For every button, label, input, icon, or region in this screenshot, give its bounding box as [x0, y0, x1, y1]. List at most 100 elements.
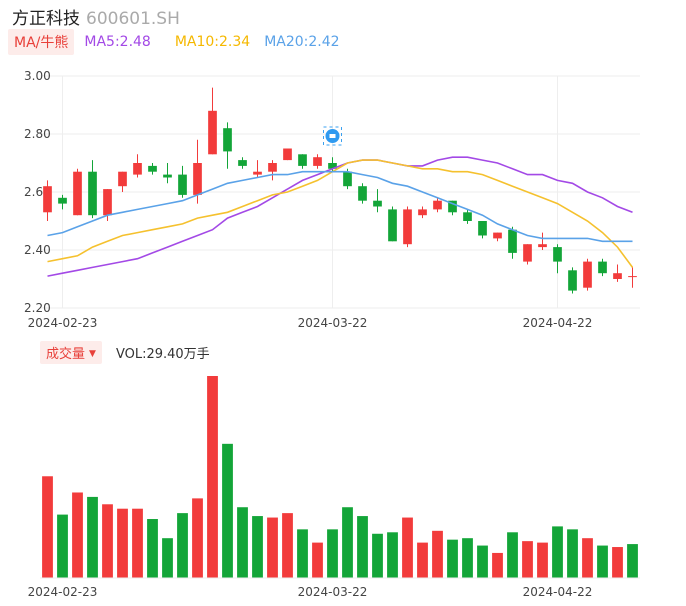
x-tick-label: 2024-02-23 — [28, 316, 98, 330]
y-tick-label: 2.40 — [24, 243, 51, 257]
volume-x-tick-label: 2024-02-23 — [28, 585, 98, 599]
volume-bar — [42, 476, 53, 578]
ma5-label: MA5:2.48 — [84, 34, 151, 50]
ma20-line — [47, 170, 633, 243]
candle-body — [463, 212, 472, 221]
volume-bar — [507, 532, 518, 578]
volume-bar — [282, 513, 293, 578]
volume-bar — [72, 492, 83, 578]
volume-bar — [387, 532, 398, 578]
volume-selector-button[interactable]: 成交量 ▼ — [40, 340, 102, 364]
info-bubble-frame — [323, 126, 342, 146]
volume-legend: 成交量 ▼ VOL:29.40万手 — [40, 340, 210, 364]
stock-code: 600601.SH — [86, 9, 180, 29]
candle-body — [448, 200, 457, 213]
candle-body — [343, 171, 352, 187]
volume-bar — [57, 514, 68, 578]
volume-bar — [567, 529, 578, 578]
volume-bar — [462, 538, 473, 578]
candle-body — [568, 270, 577, 291]
ma20-label: MA20:2.42 — [264, 34, 340, 50]
candle-body — [118, 171, 127, 187]
y-tick-label: 3.00 — [24, 69, 51, 83]
candle-body — [148, 165, 157, 172]
volume-bar — [132, 508, 143, 578]
volume-bar — [162, 538, 173, 578]
volume-bar — [357, 516, 368, 578]
volume-bar — [267, 517, 278, 578]
volume-bar — [87, 496, 98, 578]
candle-body — [373, 200, 382, 207]
candle-body — [613, 273, 622, 279]
volume-bar — [102, 504, 113, 578]
candle-body — [313, 157, 322, 166]
volume-bar — [417, 542, 428, 578]
volume-bar — [402, 517, 413, 578]
ma10-label: MA10:2.34 — [174, 34, 251, 50]
volume-x-tick-label: 2024-04-22 — [523, 585, 593, 599]
candle-body — [523, 244, 532, 262]
candle-body — [508, 229, 517, 253]
ma10-line — [47, 159, 634, 268]
candle-body — [133, 163, 142, 175]
volume-bar — [177, 513, 188, 578]
candle-body — [553, 247, 562, 262]
candle-body — [538, 244, 547, 248]
candle-body — [163, 174, 172, 178]
volume-bar — [222, 443, 233, 578]
y-tick-label: 2.20 — [24, 301, 51, 315]
volume-bar — [537, 542, 548, 578]
volume-bar — [492, 552, 503, 578]
candle-body — [208, 110, 217, 155]
candle-body — [178, 174, 187, 195]
volume-bar — [252, 516, 263, 578]
candle-body — [493, 232, 502, 239]
caret-down-icon: ▼ — [89, 349, 96, 359]
candle-body — [283, 148, 292, 161]
volume-bar — [522, 541, 533, 578]
candle-body — [298, 154, 307, 166]
ma-selector-button[interactable]: MA/牛熊 — [8, 29, 75, 55]
x-tick-label: 2024-03-22 — [298, 316, 368, 330]
volume-bar — [447, 539, 458, 578]
x-tick-label: 2024-04-22 — [523, 316, 593, 330]
info-bubble-glyph — [329, 134, 336, 138]
volume-bar — [477, 545, 488, 578]
stock-name: 方正科技 — [12, 9, 80, 29]
volume-bar — [597, 545, 608, 578]
volume-bar — [627, 544, 638, 578]
candle-body — [358, 186, 367, 201]
ma5-line — [47, 156, 633, 277]
candle-body — [58, 197, 67, 204]
candle-body — [433, 200, 442, 210]
candle-body — [268, 163, 277, 172]
volume-x-tick-label: 2024-03-22 — [298, 585, 368, 599]
volume-bar — [207, 376, 218, 578]
candle-body — [583, 261, 592, 288]
volume-bar — [612, 547, 623, 578]
volume-bar — [312, 542, 323, 578]
candle-body — [478, 221, 487, 236]
candle-body — [418, 209, 427, 216]
volume-bar — [192, 498, 203, 578]
volume-selector-label: 成交量 — [46, 346, 86, 362]
volume-value: VOL:29.40万手 — [115, 346, 210, 362]
candle-body — [73, 171, 82, 216]
candle-body — [238, 160, 247, 166]
candle-body — [628, 276, 637, 278]
volume-bar — [372, 533, 383, 578]
candle-body — [88, 171, 97, 216]
candle-body — [328, 163, 337, 169]
volume-bar — [342, 507, 353, 578]
volume-bar — [147, 519, 158, 578]
candle-body — [253, 171, 262, 175]
ma-legend: MA/牛熊 MA5:2.48 MA10:2.34 MA20:2.42 — [8, 29, 340, 55]
stock-title: 方正科技 600601.SH — [12, 4, 180, 29]
volume-bar — [432, 530, 443, 578]
candle-body — [223, 128, 232, 152]
volume-bar — [552, 526, 563, 578]
candle-body — [103, 189, 112, 216]
volume-bar — [237, 507, 248, 578]
candle-body — [403, 209, 412, 245]
